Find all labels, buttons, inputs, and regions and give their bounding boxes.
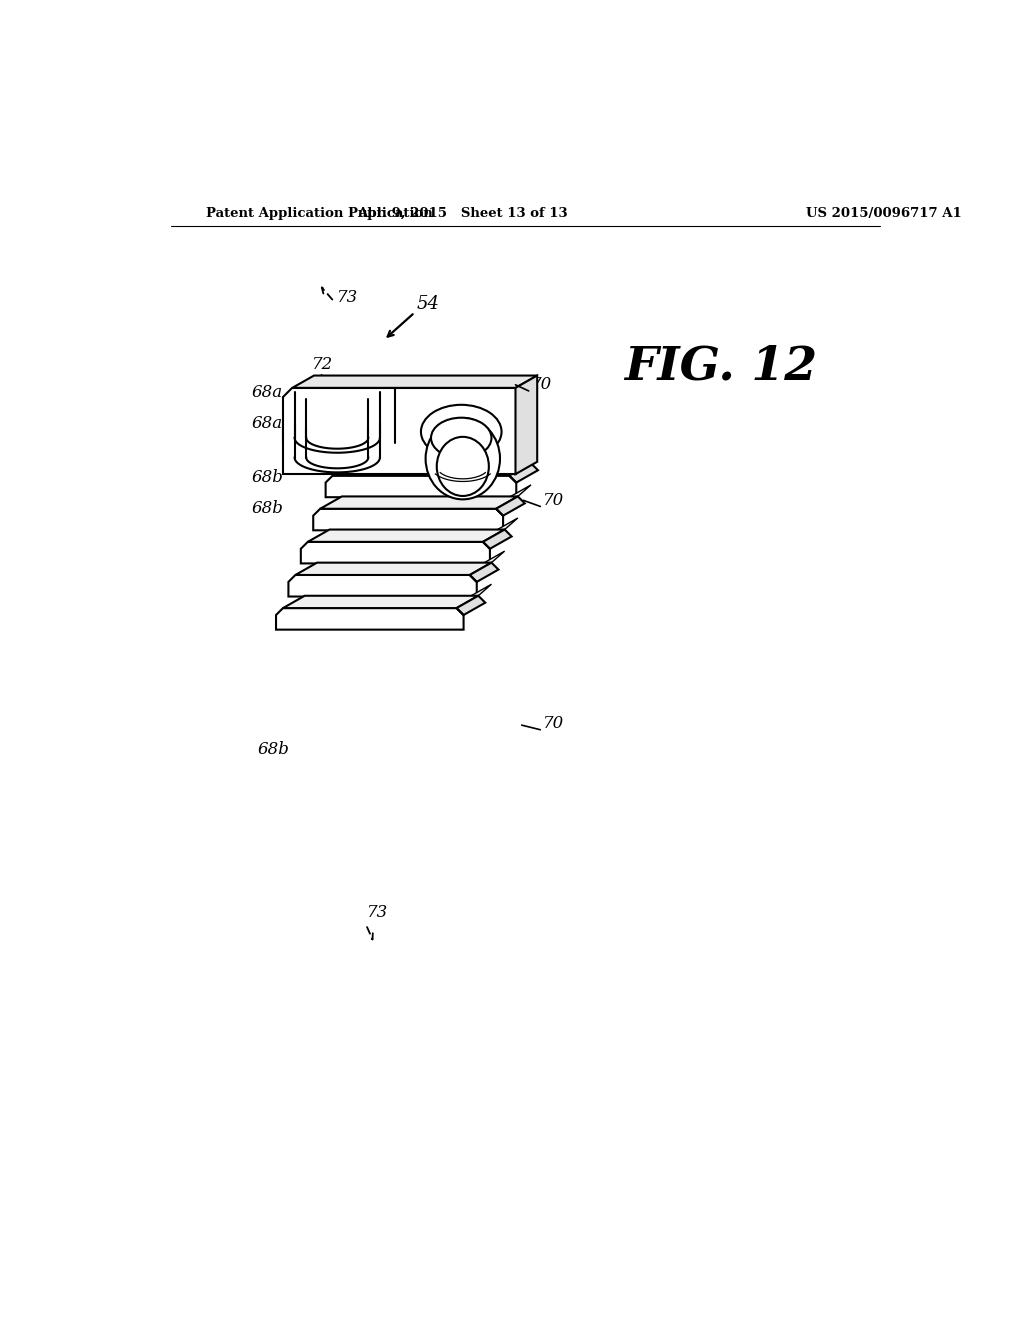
- Text: 73: 73: [367, 904, 388, 921]
- Polygon shape: [283, 595, 478, 609]
- Polygon shape: [301, 543, 489, 564]
- Text: Patent Application Publication: Patent Application Publication: [206, 207, 432, 220]
- Polygon shape: [289, 576, 477, 597]
- Polygon shape: [509, 462, 538, 475]
- Polygon shape: [321, 496, 518, 508]
- Polygon shape: [470, 552, 505, 576]
- Polygon shape: [509, 463, 538, 483]
- Text: FIG. 12: FIG. 12: [624, 343, 817, 389]
- Text: 68b: 68b: [252, 469, 284, 486]
- Polygon shape: [283, 421, 515, 442]
- Text: 68b: 68b: [252, 499, 284, 516]
- Text: 72: 72: [311, 355, 333, 372]
- Polygon shape: [457, 595, 485, 615]
- Polygon shape: [515, 376, 538, 474]
- Polygon shape: [483, 529, 512, 549]
- Ellipse shape: [426, 418, 500, 499]
- Polygon shape: [457, 585, 492, 609]
- Polygon shape: [283, 388, 515, 474]
- Text: 70: 70: [543, 492, 564, 510]
- Polygon shape: [308, 529, 505, 543]
- Polygon shape: [326, 475, 516, 498]
- Text: 73: 73: [337, 289, 358, 306]
- Ellipse shape: [431, 417, 492, 458]
- Polygon shape: [295, 562, 492, 576]
- Text: 70: 70: [531, 376, 552, 393]
- Polygon shape: [470, 562, 499, 582]
- Text: Apr. 9, 2015   Sheet 13 of 13: Apr. 9, 2015 Sheet 13 of 13: [357, 207, 568, 220]
- Polygon shape: [483, 517, 518, 543]
- Text: 68a: 68a: [252, 384, 283, 401]
- Text: 68b: 68b: [257, 741, 290, 758]
- Ellipse shape: [421, 405, 502, 459]
- Ellipse shape: [437, 437, 488, 496]
- Text: US 2015/0096717 A1: US 2015/0096717 A1: [806, 207, 962, 220]
- Polygon shape: [333, 463, 531, 475]
- Text: 70: 70: [543, 715, 564, 733]
- Polygon shape: [496, 484, 531, 508]
- Text: 74: 74: [407, 413, 428, 429]
- Polygon shape: [292, 376, 538, 388]
- Polygon shape: [496, 496, 524, 516]
- Text: 54: 54: [417, 296, 439, 313]
- Polygon shape: [276, 609, 464, 630]
- Polygon shape: [313, 508, 503, 531]
- Text: 68a: 68a: [252, 414, 283, 432]
